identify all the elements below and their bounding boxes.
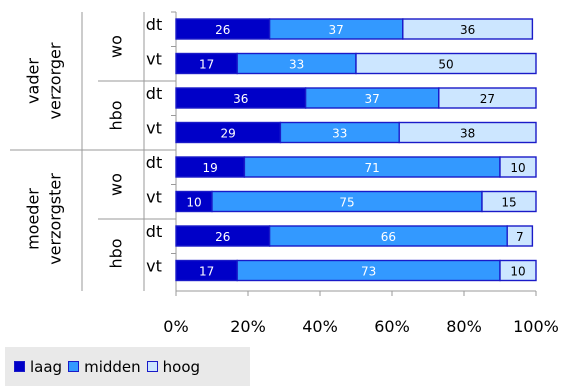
data-label: 17 bbox=[199, 58, 214, 72]
row-label: dt bbox=[146, 84, 162, 103]
data-label: 10 bbox=[510, 265, 525, 279]
data-label: 15 bbox=[501, 196, 516, 210]
data-label: 71 bbox=[365, 161, 380, 175]
data-label: 50 bbox=[438, 58, 453, 72]
data-label: 7 bbox=[516, 230, 524, 244]
bar-segment-hoog bbox=[506, 225, 534, 247]
data-label: 26 bbox=[215, 23, 230, 37]
data-label: 36 bbox=[460, 23, 475, 37]
data-label: 26 bbox=[215, 230, 230, 244]
data-label: 33 bbox=[289, 58, 304, 72]
bar-segment-hoog bbox=[481, 190, 537, 213]
group-label: vader bbox=[24, 58, 43, 104]
row-label: dt bbox=[146, 153, 162, 172]
subgroup-label: hbo bbox=[107, 238, 126, 268]
x-tick-label: 0% bbox=[163, 317, 188, 336]
legend-label: laag bbox=[30, 357, 63, 376]
data-label: 37 bbox=[365, 92, 380, 106]
legend-swatch bbox=[68, 361, 80, 372]
bar-segment-hoog bbox=[355, 52, 537, 75]
legend-label: hoog bbox=[162, 357, 201, 376]
data-label: 17 bbox=[199, 265, 214, 279]
group-label: verzorgster bbox=[46, 173, 65, 265]
bar-segment-hoog bbox=[438, 87, 537, 109]
x-tick-label: 80% bbox=[446, 317, 482, 336]
bar-segment-hoog bbox=[398, 121, 537, 144]
legend-item-laag: laag bbox=[14, 358, 62, 376]
x-tick-label: 40% bbox=[302, 317, 338, 336]
data-label: 10 bbox=[186, 196, 201, 210]
x-tick-label: 60% bbox=[374, 317, 410, 336]
data-label: 66 bbox=[381, 230, 396, 244]
row-label: vt bbox=[146, 119, 162, 138]
bar-segment-hoog bbox=[499, 156, 537, 178]
data-label: 33 bbox=[332, 127, 347, 141]
data-label: 27 bbox=[480, 92, 495, 106]
data-label: 75 bbox=[339, 196, 354, 210]
legend-item-midden: midden bbox=[68, 358, 141, 376]
x-tick-label: 20% bbox=[230, 317, 266, 336]
data-label: 19 bbox=[203, 161, 218, 175]
data-label: 37 bbox=[329, 23, 344, 37]
subgroup-label: wo bbox=[107, 173, 126, 196]
bar-segment-hoog bbox=[499, 259, 537, 282]
data-label: 10 bbox=[510, 161, 525, 175]
legend: laag midden hoog bbox=[5, 347, 250, 386]
row-label: vt bbox=[146, 257, 162, 276]
subgroup-label: wo bbox=[107, 35, 126, 58]
data-label: 36 bbox=[233, 92, 248, 106]
group-label: moeder bbox=[24, 188, 43, 250]
bar-segment-hoog bbox=[402, 18, 534, 40]
row-label: vt bbox=[146, 188, 162, 207]
legend-label: midden bbox=[84, 357, 141, 376]
legend-swatch bbox=[14, 361, 25, 372]
data-label: 38 bbox=[460, 127, 475, 141]
group-label: verzorger bbox=[46, 42, 65, 119]
x-tick-label: 100% bbox=[513, 317, 559, 336]
legend-swatch bbox=[146, 361, 158, 372]
subgroup-label: hbo bbox=[107, 100, 126, 130]
data-label: 29 bbox=[221, 127, 236, 141]
row-label: dt bbox=[146, 222, 162, 241]
data-label: 73 bbox=[361, 265, 376, 279]
row-label: dt bbox=[146, 15, 162, 34]
legend-item-hoog: hoog bbox=[146, 357, 201, 376]
row-label: vt bbox=[146, 50, 162, 69]
